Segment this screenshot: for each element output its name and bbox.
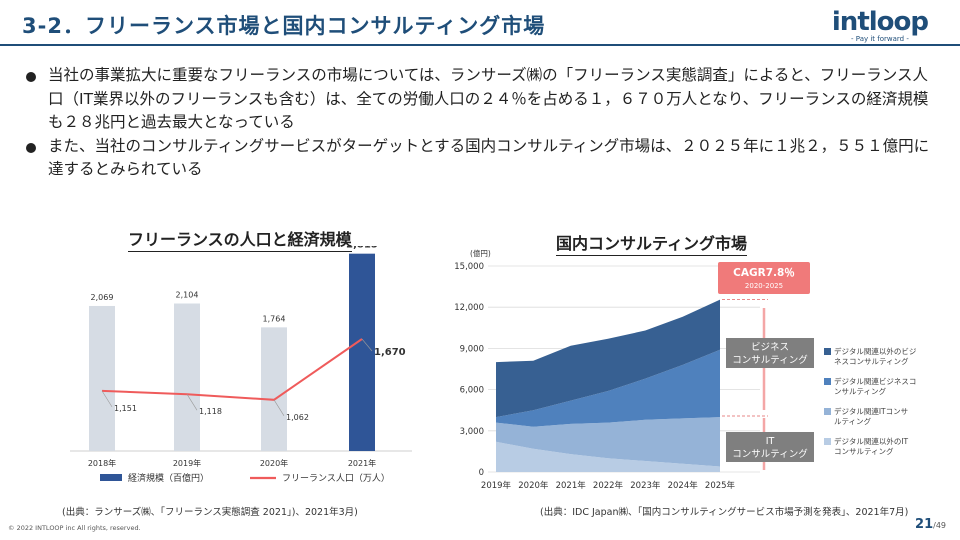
cagr-label: CAGR7.8％	[733, 267, 795, 279]
line-value-label: 1,062	[286, 413, 309, 422]
bullet-text: また、当社のコンサルティングサービスがターゲットとする国内コンサルティング市場は…	[48, 136, 930, 179]
line-value-label: 1,151	[114, 404, 137, 413]
x-tick-label: 2024年	[668, 480, 699, 491]
area-series	[496, 299, 720, 418]
legend-label-line: デジタル関連ITコンサ	[834, 406, 908, 416]
x-tick-label: 2020年	[518, 480, 549, 491]
bar	[261, 327, 287, 451]
bullet-dot-icon	[26, 72, 36, 82]
legend-label: 経済規模（百億円）	[128, 472, 209, 484]
consulting-market-chart: (億円) 0 3,000 6,000 9,000 12,000 15,000 2019年 202…	[454, 248, 917, 491]
right-chart-title: 国内コンサルティング市場	[556, 230, 748, 256]
legend-swatch	[824, 438, 831, 445]
left-chart-title: フリーランスの人口と経済規模	[128, 226, 352, 252]
business-group-label: ビジネス	[751, 342, 789, 353]
business-group-label: コンサルティング	[732, 354, 808, 366]
x-tick-label: 2018年	[88, 458, 116, 468]
x-tick-label: 2023年	[630, 480, 661, 491]
line-value-label: 1,118	[199, 407, 222, 416]
legend-label: デジタル関連以外のビジネスコンサルティング	[834, 346, 917, 366]
legend-label: デジタル関連以外のIT コンサルティング	[834, 436, 909, 456]
legend-swatch	[824, 348, 831, 355]
leader-line	[101, 390, 113, 408]
y-axis-unit: (億円)	[470, 248, 491, 258]
population-line	[101, 338, 363, 401]
area-series	[496, 441, 720, 472]
right-chart-source: (出典：IDC Japan㈱、「国内コンサルティングサービス市場予測を発表」、2…	[540, 507, 909, 518]
bar-value-label: 1,764	[263, 314, 286, 323]
bar	[174, 303, 200, 451]
bar-value-label: 2,104	[176, 291, 199, 300]
freelance-chart: 2,069 2018年 2,104 2019年 1,764 2020年 2,815 2021年…	[70, 246, 412, 484]
it-group-label: コンサルティング	[732, 448, 808, 460]
title-divider	[0, 44, 960, 46]
copyright: © 2022 INTLOOP inc All rights, reserved.	[8, 524, 141, 532]
y-tick-label: 0	[479, 468, 484, 478]
cagr-badge	[718, 262, 810, 294]
legend-label: デジタル関連ビジネスコンサルティング	[834, 376, 916, 396]
company-logo: intloop - Pay it forward -	[831, 7, 929, 43]
it-group-box	[726, 432, 814, 462]
bar-value-label: 2,815	[346, 246, 378, 251]
legend-swatch	[824, 408, 831, 415]
legend-label-line: ルティング	[834, 416, 872, 426]
x-tick-label: 2022年	[593, 480, 624, 491]
y-tick-label: 15,000	[454, 262, 484, 272]
bullet-item: また、当社のコンサルティングサービスがターゲットとする国内コンサルティング市場は…	[26, 135, 936, 182]
leader-line	[361, 338, 373, 352]
legend-label: フリーランス人口（万人）	[282, 473, 390, 484]
area-series	[496, 417, 720, 467]
x-tick-label: 2025年	[705, 480, 736, 491]
page-current: 21	[915, 517, 934, 532]
bar-value-label: 2,069	[91, 293, 114, 302]
leader-line	[273, 399, 285, 416]
bullet-dot-icon	[26, 142, 36, 153]
cagr-period: 2020-2025	[745, 282, 783, 290]
bullet-text: 当社の事業拡大に重要なフリーランスの市場については、ランサーズ㈱の「フリーランス…	[48, 66, 929, 131]
y-tick-label: 3,000	[460, 427, 484, 437]
left-chart-source: (出典：ランサーズ㈱、「フリーランス実態調査 2021」)、2021年3月)	[62, 507, 358, 518]
logo-tagline: - Pay it forward -	[851, 35, 909, 43]
legend-swatch-bar	[100, 474, 122, 481]
legend-label-line: デジタル関連以外のビジ	[834, 346, 917, 356]
page-number: 21/49	[915, 517, 946, 532]
logo-wordmark: intloop	[831, 7, 929, 37]
x-tick-label: 2019年	[481, 480, 512, 491]
page-title: 3-2．フリーランス市場と国内コンサルティング市場	[22, 14, 546, 38]
x-tick-label: 2019年	[173, 458, 201, 468]
area-series	[496, 349, 720, 427]
legend-label-line: ンサルティング	[834, 386, 887, 396]
y-tick-label: 12,000	[454, 303, 484, 313]
legend-label-line: デジタル関連以外のIT	[834, 436, 909, 446]
x-tick-label: 2021年	[348, 458, 376, 468]
legend-label-line: コンサルティング	[834, 446, 894, 456]
legend-label-line: ネスコンサルティング	[834, 356, 909, 366]
y-tick-label: 9,000	[460, 344, 484, 354]
legend-label-line: デジタル関連ビジネスコ	[834, 376, 916, 386]
x-tick-label: 2021年	[556, 480, 587, 491]
bullet-list: 当社の事業拡大に重要なフリーランスの市場については、ランサーズ㈱の「フリーランス…	[26, 64, 936, 182]
y-tick-label: 6,000	[460, 386, 484, 396]
business-group-box	[726, 338, 814, 368]
page-total: /49	[933, 521, 946, 530]
legend-swatch	[824, 378, 831, 385]
legend-label: デジタル関連ITコンサルティング	[834, 406, 908, 426]
bar	[89, 305, 115, 451]
it-group-label: IT	[766, 436, 775, 447]
line-value-label: 1,670	[374, 347, 406, 358]
bar	[349, 253, 375, 451]
bullet-item: 当社の事業拡大に重要なフリーランスの市場については、ランサーズ㈱の「フリーランス…	[26, 64, 936, 135]
leader-line	[186, 394, 198, 411]
x-tick-label: 2020年	[260, 458, 288, 468]
